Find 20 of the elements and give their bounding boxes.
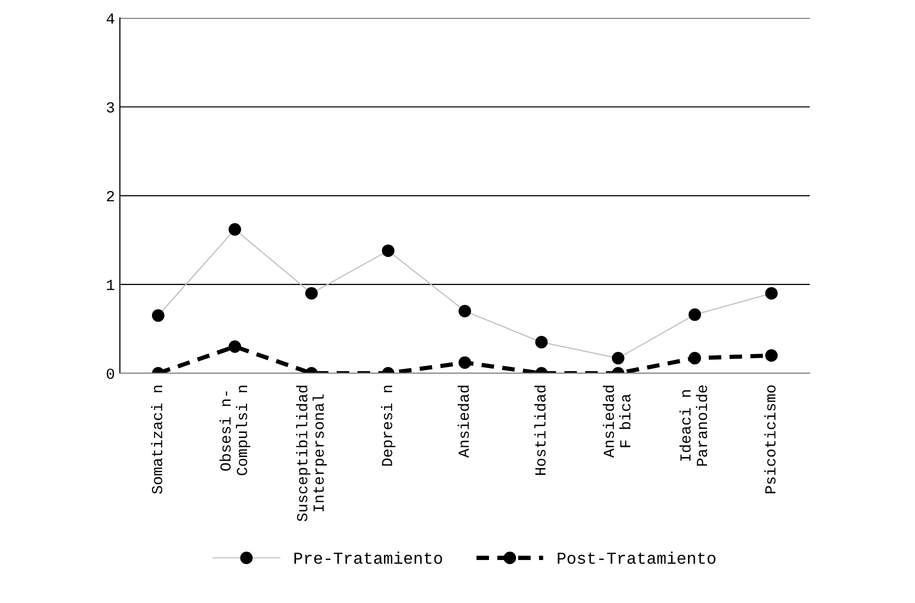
point — [228, 340, 242, 353]
y-tick-label: 4 — [106, 14, 114, 24]
x-tick-label: Ansiedad F bica — [602, 386, 630, 458]
x-tick-label: Somatizaci n — [151, 386, 162, 494]
y-tick-label: 0 — [106, 368, 114, 379]
x-tick-label: Depresi n — [381, 386, 396, 466]
point — [765, 349, 778, 362]
x-tick-label: Hostilidad — [534, 386, 546, 475]
point — [688, 352, 702, 364]
y-tick-label: 3 — [106, 102, 114, 113]
legend-label: Post-Tratamiento — [558, 552, 716, 564]
x-tick-label: Ideaci n Paranoide — [679, 385, 708, 466]
y-tick-label: 1 — [106, 280, 114, 290]
y-tick-label: 2 — [106, 190, 114, 202]
x-tick-label: Obsesi n- Compulsi n — [220, 386, 250, 476]
x-tick-label: Ansiedad — [458, 386, 469, 458]
x-tick-label: Susceptibilidad Interpersonal — [296, 386, 327, 522]
legend-label: Pre-Tratamiento — [294, 552, 442, 564]
x-tick-label: Psicoticismo — [764, 385, 776, 494]
point — [458, 356, 472, 369]
